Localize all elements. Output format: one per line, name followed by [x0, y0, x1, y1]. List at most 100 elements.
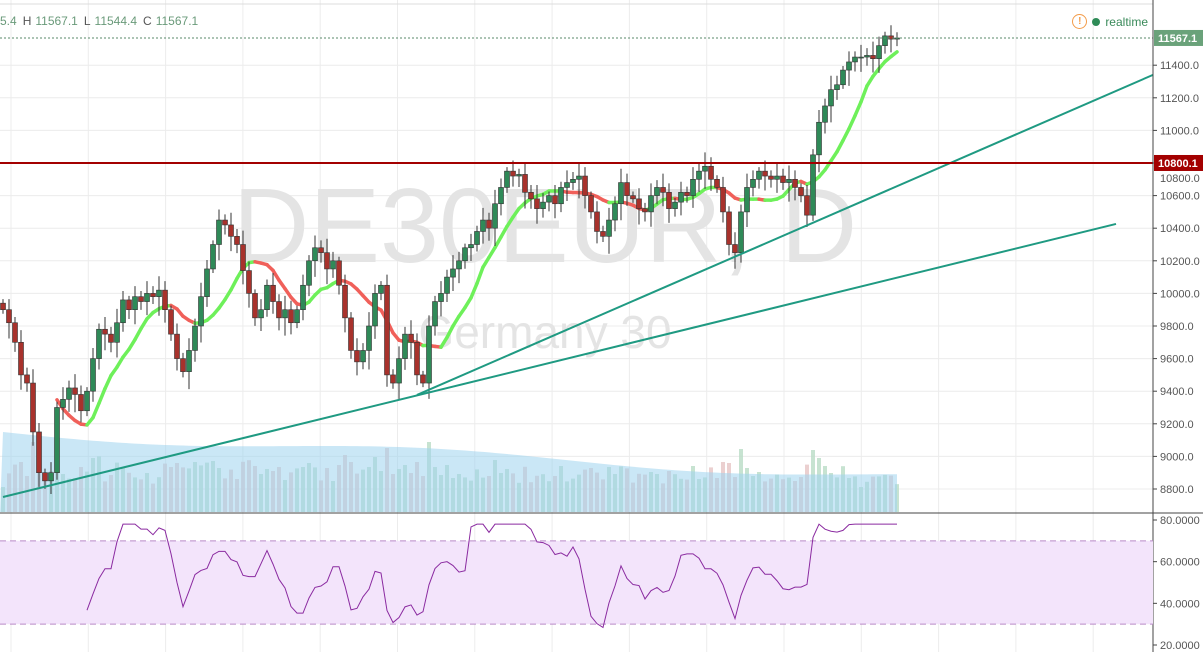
moving-average-segment: [889, 50, 899, 59]
moving-average-segment: [451, 314, 461, 328]
moving-average-segment: [505, 215, 515, 229]
rsi-line: [86, 523, 897, 629]
candle-body: [750, 179, 756, 188]
trendline: [2, 222, 1117, 498]
candle-body: [342, 284, 348, 319]
moving-average-segment: [457, 305, 467, 318]
last-price-label-bg: [1154, 29, 1203, 46]
moving-average-segment: [847, 113, 857, 131]
candle-body: [390, 374, 396, 384]
candle-body: [210, 244, 216, 270]
candle-body: [384, 284, 390, 376]
candle-body: [552, 195, 558, 205]
candle-body: [852, 56, 858, 63]
candle-body: [600, 231, 606, 237]
candle-body: [786, 179, 792, 183]
candle-body: [222, 219, 228, 226]
candle-body: [684, 192, 690, 196]
candle-body: [414, 341, 420, 376]
candle-body: [216, 219, 222, 245]
price-axis-bg: [1153, 0, 1203, 652]
candle-body: [690, 179, 696, 196]
candle-body: [582, 175, 588, 196]
legend-open: 5.4: [0, 14, 17, 28]
candle-body: [504, 170, 510, 188]
candle-body: [846, 61, 852, 71]
candle-body: [132, 296, 138, 311]
rsi-tick-label: 40.0000: [1160, 598, 1200, 610]
candle-body: [564, 182, 570, 188]
exclamation-circle-icon[interactable]: !: [1072, 14, 1088, 29]
trendline: [416, 73, 1156, 396]
candle-body: [102, 328, 108, 335]
price-tick-label: 9000.0: [1160, 451, 1194, 463]
candle-body: [378, 284, 384, 294]
price-tick-label: 9400.0: [1160, 386, 1194, 398]
rsi-tick-label: 60.0000: [1160, 557, 1200, 569]
moving-average-segment: [127, 337, 137, 352]
price-tick-label: 11000.0: [1160, 125, 1199, 137]
candle-body: [588, 195, 594, 213]
candle-body: [372, 293, 378, 327]
candle-body: [282, 309, 288, 319]
candle-body: [270, 284, 276, 302]
candle-body: [522, 174, 528, 193]
candle-body: [300, 284, 306, 311]
moving-average-segment: [493, 235, 503, 250]
candle-body: [696, 170, 702, 180]
candle-body: [288, 309, 294, 324]
candle-body: [450, 268, 456, 278]
candle-body: [492, 203, 498, 229]
candle-body: [810, 154, 816, 216]
candle-body: [396, 358, 402, 384]
candle-body: [594, 211, 600, 232]
candle-body: [36, 431, 42, 474]
candle-body: [264, 284, 270, 311]
price-tick-label: 9800.0: [1160, 321, 1194, 333]
candle-body: [312, 247, 318, 262]
price-tick-label: 11400.0: [1160, 60, 1199, 72]
candle-body: [798, 187, 804, 196]
realtime-status: ! realtime: [1072, 14, 1148, 29]
candle-body: [174, 333, 180, 359]
candle-body: [126, 299, 132, 311]
candle-body: [462, 247, 468, 262]
candle-body: [0, 302, 6, 310]
candle-body: [738, 211, 744, 253]
moving-average-segment: [481, 255, 491, 269]
candle-body: [144, 293, 150, 302]
candle-body: [576, 175, 582, 180]
candle-body: [876, 45, 882, 59]
moving-average-segment: [283, 286, 293, 300]
legend-close: 11567.1: [155, 14, 199, 28]
candle-body: [756, 170, 762, 180]
moving-average-segment: [469, 281, 479, 300]
candle-body: [60, 399, 66, 408]
candle-body: [840, 69, 846, 86]
moving-average-segment: [511, 206, 521, 219]
candle-body: [858, 56, 864, 59]
moving-average-segment: [103, 373, 113, 391]
candle-body: [108, 333, 114, 343]
legend-h-label: H: [22, 14, 32, 28]
candle-body: [444, 276, 450, 294]
candle-body: [816, 121, 822, 156]
watermark-description: Germany 30: [418, 306, 671, 358]
candle-body: [186, 350, 192, 372]
candle-body: [882, 35, 888, 46]
status-dot-icon: [1092, 17, 1101, 26]
moving-average-segment: [853, 100, 863, 118]
candle-body: [534, 198, 540, 209]
candle-body: [6, 309, 12, 324]
candle-body: [420, 374, 426, 384]
moving-average-segment: [271, 268, 281, 282]
moving-average-segment: [487, 245, 497, 260]
moving-average-segment: [133, 326, 143, 342]
candle-body: [828, 89, 834, 107]
candle-body: [324, 252, 330, 270]
candle-body: [630, 195, 636, 200]
moving-average-segment: [835, 138, 845, 154]
price-tick-label: 10400.0: [1160, 223, 1200, 235]
candle-body: [240, 244, 246, 271]
